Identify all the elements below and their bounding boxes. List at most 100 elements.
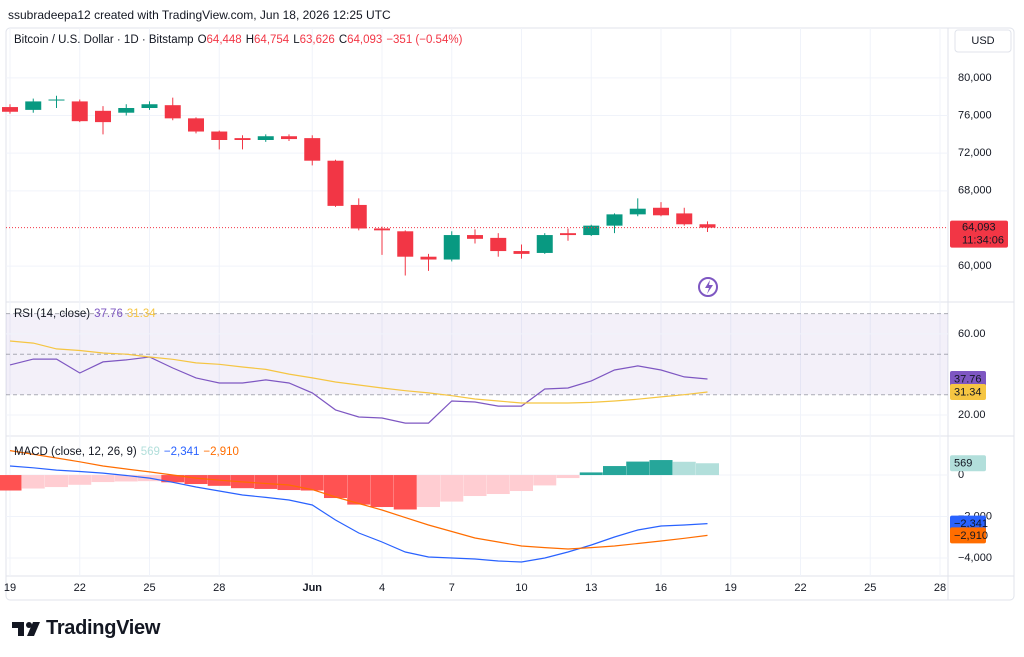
legend-value: 569 (140, 446, 160, 458)
rsi-value-tag-bg (950, 384, 986, 401)
legend-value: 31.34 (126, 308, 156, 320)
macd-histogram-bar (510, 475, 533, 492)
macd-histogram-bar (533, 475, 557, 486)
brand-logo[interactable]: TradingView (46, 617, 161, 639)
legend-key: O (197, 34, 207, 46)
legend-value: 64,754 (254, 34, 290, 46)
candle-body (374, 228, 390, 231)
x-tick-label: 4 (379, 582, 385, 594)
macd-histogram-bar (0, 475, 22, 491)
macd-histogram-bar (417, 475, 440, 508)
candle-body (211, 131, 228, 140)
macd-histogram-bar (254, 475, 278, 489)
macd-histogram-bar (370, 475, 394, 508)
legend-title: RSI (14, close) (14, 308, 91, 320)
candle-body (118, 108, 135, 113)
rsi-value-tag-bg (950, 370, 986, 387)
y-tick-label: 60.00 (958, 328, 986, 340)
macd-histogram-bar (114, 475, 138, 482)
candle-body (467, 235, 483, 239)
x-tick-label: 7 (449, 582, 455, 594)
legend-key: C (338, 34, 348, 46)
rsi-line (9, 340, 708, 404)
x-tick-label: 22 (794, 582, 806, 594)
rsi-line (9, 356, 708, 424)
macd-histogram-bar (347, 475, 371, 505)
candle-body (257, 136, 274, 140)
x-tick-label: 16 (655, 582, 667, 594)
x-tick-label: 28 (213, 582, 225, 594)
candle-body (281, 136, 297, 140)
legend-value: 63,626 (299, 34, 335, 46)
macd-histogram-bar (324, 475, 347, 499)
macd-histogram-bar (45, 475, 68, 488)
x-tick-label: 22 (74, 582, 86, 594)
attribution: ssubradeepa12 created with TradingView.c… (8, 8, 391, 22)
y-tick-label: 80,000 (958, 72, 992, 84)
macd-histogram-bar (649, 460, 673, 476)
alert-bolt (705, 280, 713, 294)
plot-area (0, 28, 948, 576)
x-tick-label: 19 (725, 582, 737, 594)
candle-body (188, 118, 204, 132)
candle-body (560, 233, 576, 236)
legend-value: 64,093 (347, 34, 383, 46)
currency-button[interactable] (954, 29, 1012, 53)
legend-title: MACD (close, 12, 26, 9) (14, 446, 137, 458)
candle-body (676, 213, 693, 225)
rsi-value-tag: 31.34 (954, 386, 982, 398)
macd-histogram-bar (393, 475, 417, 510)
x-tick-label: 28 (934, 582, 946, 594)
candle-body (513, 251, 530, 254)
legend-value: 64,448 (206, 34, 242, 46)
candle-body (71, 101, 88, 122)
rsi-value-tag: 37.76 (954, 373, 982, 385)
macd-value-tag-bg (950, 527, 986, 544)
countdown-label: 11:34:06 (962, 235, 1004, 247)
candle-body (25, 101, 42, 110)
x-tick-label: Jun (302, 582, 322, 594)
macd-histogram-bar (91, 475, 115, 483)
macd-histogram-bar (277, 475, 301, 491)
candle-body (629, 208, 646, 215)
macd-histogram-bar (626, 461, 650, 476)
currency-label[interactable]: USD (971, 35, 994, 47)
candle-body (304, 138, 321, 161)
macd-histogram-bar (672, 461, 696, 476)
last-price-tag (950, 220, 1008, 248)
macd-histogram-bar (579, 472, 603, 476)
candle-body (583, 225, 600, 236)
macd-histogram-tag-bg (950, 455, 986, 472)
macd-line (9, 465, 708, 563)
candle-body (95, 110, 111, 123)
y-tick-label: −4,000 (958, 552, 992, 564)
y-tick-label: 20.00 (958, 409, 986, 421)
legend-change: −351 (−0.54%) (386, 34, 463, 46)
candle-body (536, 235, 553, 253)
legend-value: −2,341 (163, 446, 200, 458)
y-tick-label: 76,000 (958, 109, 992, 121)
macd-histogram-bar (603, 466, 626, 476)
candle-body (653, 207, 669, 216)
legend-title: Bitcoin / U.S. Dollar · 1D · Bitstamp (14, 34, 194, 46)
alert-icon[interactable] (698, 277, 718, 297)
last-price-label: 64,093 (962, 222, 996, 234)
macd-histogram-bar (300, 475, 324, 491)
x-tick-label: 25 (143, 582, 155, 594)
y-tick-label: 60,000 (958, 260, 992, 272)
macd-histogram-bar (556, 475, 580, 479)
macd-histogram-bar (21, 475, 45, 489)
candle-body (490, 237, 507, 252)
macd-histogram-bar (463, 475, 487, 497)
y-tick-label: 68,000 (958, 185, 992, 197)
candle-body (164, 105, 181, 119)
legend-key: L (293, 34, 300, 46)
candle-body (234, 138, 251, 140)
candle-body (443, 235, 460, 260)
candle-body (350, 204, 367, 229)
macd-histogram-bar (486, 475, 510, 495)
macd-line (9, 450, 708, 550)
candle-body (48, 99, 65, 101)
